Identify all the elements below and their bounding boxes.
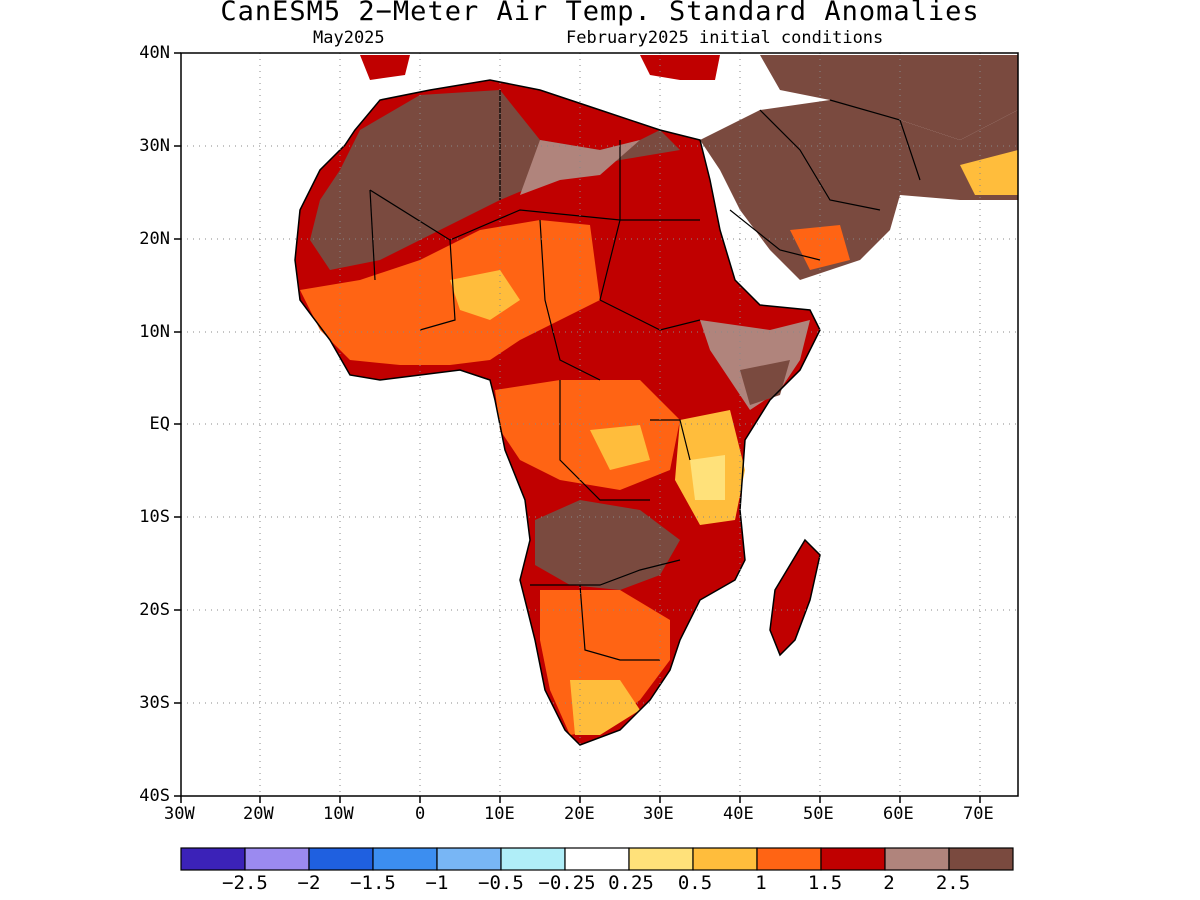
lat-label-40n: 40N <box>139 43 170 63</box>
colorbar-label: −2 <box>297 872 321 894</box>
lat-label-10s: 10S <box>139 507 170 527</box>
colorbar-label: −2.5 <box>222 872 268 894</box>
colorbar-swatch <box>948 847 1014 871</box>
axis-ticks <box>174 52 981 803</box>
colorbar-label: −1.5 <box>350 872 396 894</box>
colorbar-swatch <box>436 847 502 871</box>
colorbar-label: 2 <box>883 872 895 894</box>
med-north-land <box>360 55 410 80</box>
madagascar-coastline <box>769 538 821 657</box>
colorbar-swatch <box>884 847 950 871</box>
valid-month-label: May2025 <box>313 28 385 48</box>
colorbar-label: 1 <box>755 872 767 894</box>
country-borders <box>369 90 921 661</box>
colorbar-label: −0.25 <box>538 872 596 894</box>
med-north-land-2 <box>640 55 720 80</box>
lon-label-60e: 60E <box>883 804 914 824</box>
colorbar-swatch <box>244 847 310 871</box>
lon-label-30e: 30E <box>643 804 674 824</box>
colorbar-swatch <box>372 847 438 871</box>
east-africa-light <box>690 455 725 500</box>
sahel-yellow <box>450 270 520 320</box>
colorbar-label: −0.5 <box>478 872 524 894</box>
lon-label-10w: 10W <box>323 804 354 824</box>
lon-label-70e: 70E <box>963 804 994 824</box>
colorbar-swatch <box>756 847 822 871</box>
arabia-land <box>700 100 1018 280</box>
colorbar-swatch <box>692 847 758 871</box>
colorbar-label: 2.5 <box>935 872 971 894</box>
lat-label-20s: 20S <box>139 600 170 620</box>
europe-land <box>760 55 1018 140</box>
lon-label-40e: 40E <box>723 804 754 824</box>
colorbar-label: 1.5 <box>807 872 843 894</box>
lat-label-30s: 30S <box>139 693 170 713</box>
init-conditions-label: February2025 initial conditions <box>566 28 884 48</box>
lon-label-20w: 20W <box>243 804 274 824</box>
map-title: CanESM5 2−Meter Air Temp. Standard Anoma… <box>220 0 980 27</box>
colorbar-swatch <box>308 847 374 871</box>
lat-label-10n: 10N <box>139 322 170 342</box>
colorbar-swatch <box>564 847 630 871</box>
southern-strong-anomaly <box>535 500 680 590</box>
colorbar-label: 0.25 <box>608 872 654 894</box>
south-africa-yellow <box>570 680 640 735</box>
colorbar-swatch <box>500 847 566 871</box>
colorbar-swatch <box>180 847 246 871</box>
lat-label-40s: 40S <box>139 786 170 806</box>
sahara-strong-anomaly <box>310 90 680 270</box>
colorbar-label: −1 <box>425 872 449 894</box>
lon-label-10e: 10E <box>484 804 515 824</box>
colorbar-swatch <box>628 847 694 871</box>
lon-label-0: 0 <box>415 804 426 824</box>
lon-label-30w: 30W <box>164 804 195 824</box>
lat-label-20n: 20N <box>139 229 170 249</box>
madagascar-land <box>770 540 820 655</box>
colorbar <box>180 847 1014 871</box>
horn-anomaly <box>700 320 810 410</box>
lon-label-20e: 20E <box>564 804 595 824</box>
lat-label-eq: EQ <box>149 414 170 434</box>
colorbar-swatch <box>820 847 886 871</box>
east-red <box>960 150 1018 195</box>
central-yellow <box>590 425 650 470</box>
coastline <box>294 79 821 746</box>
lat-label-30n: 30N <box>139 136 170 156</box>
lon-label-50e: 50E <box>803 804 834 824</box>
colorbar-label: 0.5 <box>677 872 713 894</box>
sahel-anomaly <box>300 220 600 365</box>
horn-strong <box>740 360 790 405</box>
arabia-orange <box>790 225 850 270</box>
